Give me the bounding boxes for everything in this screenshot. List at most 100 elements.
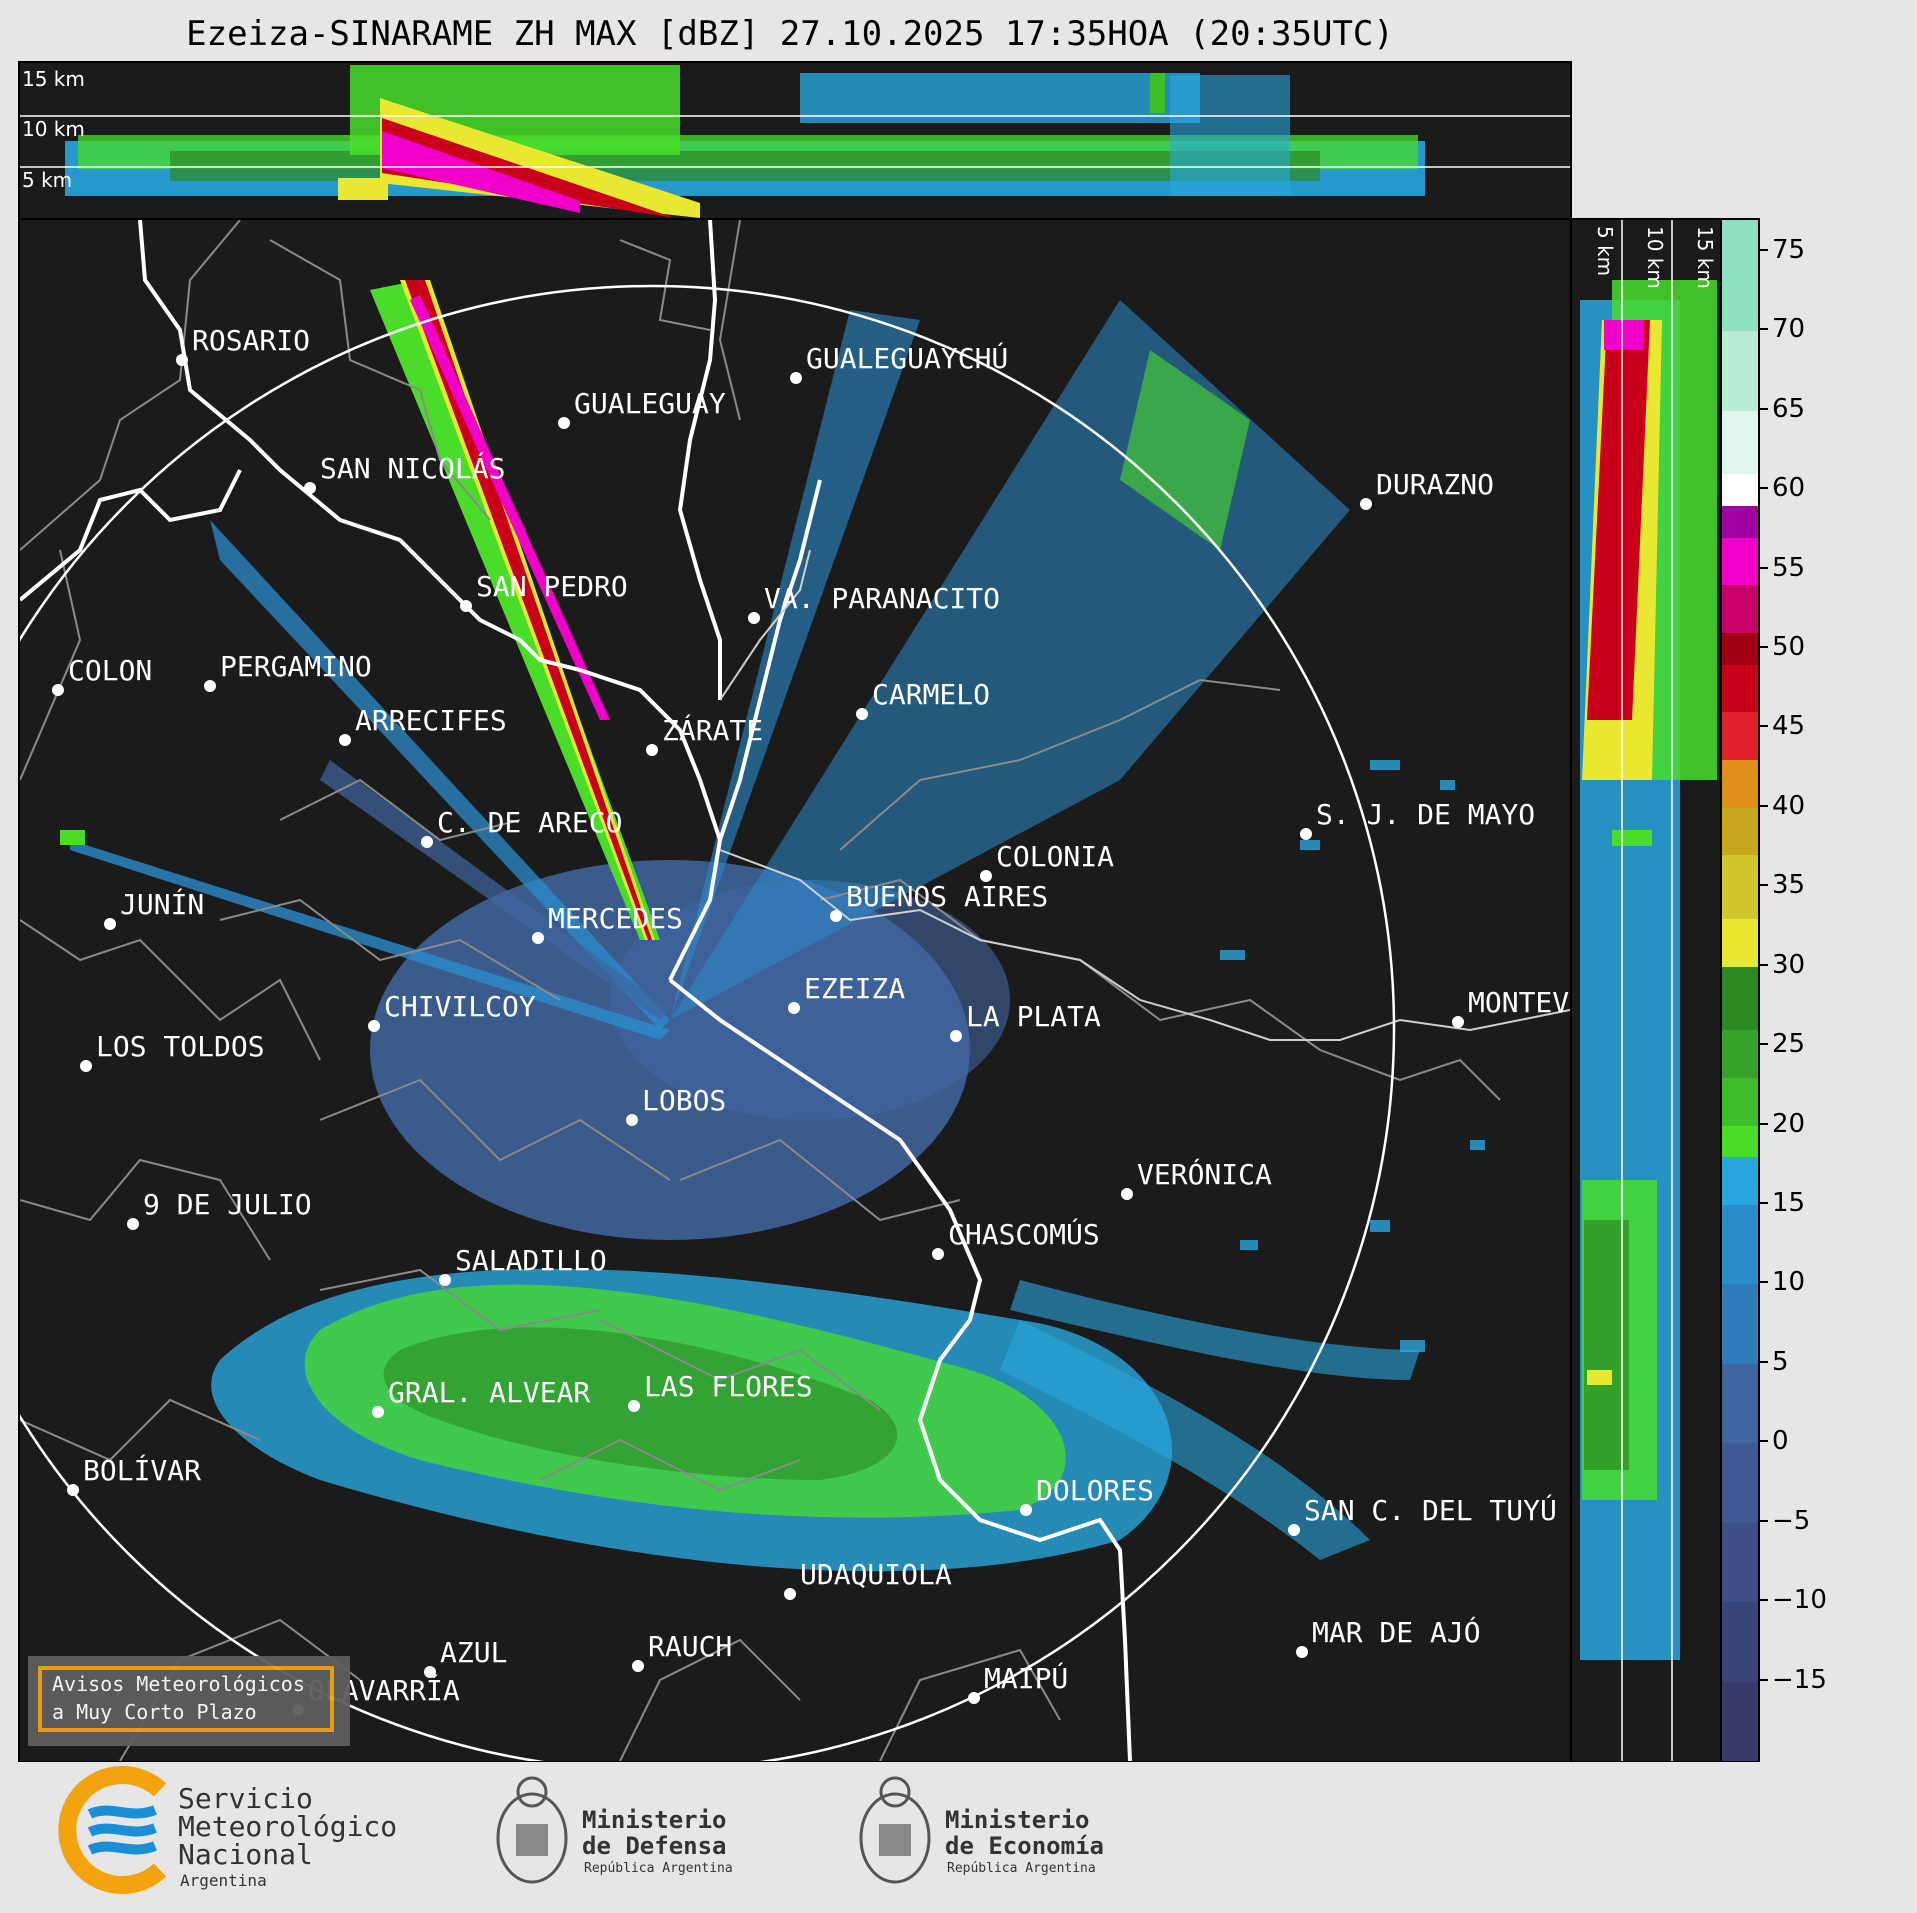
city-label-san-c-del-tuyu: SAN C. DEL TUYÚ — [1304, 1493, 1557, 1527]
city-label-s-j-de-mayo: S. J. DE MAYO — [1316, 798, 1535, 831]
city-label-san-nicolas: SAN NICOLÁS — [320, 451, 505, 485]
colorbar-tick — [1758, 1360, 1768, 1363]
colorbar-tick — [1758, 248, 1768, 251]
economia-logo: Ministerio de Economía República Argenti… — [859, 1776, 1104, 1884]
city-label-va-paranacito: VA. PARANACITO — [764, 582, 1000, 615]
city-markers: ROSARIO GUALEGUAYCHÚ GUALEGUAY SAN NICOL… — [52, 324, 1570, 1716]
colorbar-tick-label: 0 — [1772, 1426, 1789, 1457]
city-label-mar-de-ajo: MAR DE AJÓ — [1312, 1615, 1481, 1649]
side-5km-label: 5 km — [1593, 226, 1617, 276]
colorbar-segment — [1722, 712, 1758, 761]
colorbar-segment — [1722, 855, 1758, 919]
city-label-dolores: DOLORES — [1036, 1474, 1154, 1507]
top-5km-label: 5 km — [22, 168, 72, 192]
colorbar-segment — [1722, 1681, 1758, 1761]
colorbar-tick — [1758, 407, 1768, 410]
economia-line3: República Argentina — [947, 1861, 1096, 1876]
top-cross-section-svg: 15 km 10 km 5 km — [20, 65, 1570, 218]
colorbar-tick — [1758, 1201, 1768, 1204]
city-label-chivilcoy: CHIVILCOY — [384, 990, 536, 1023]
colorbar-segment — [1722, 966, 1758, 1031]
defensa-line3: República Argentina — [584, 1861, 733, 1876]
city-label-azul: AZUL — [440, 1636, 507, 1669]
economia-line2: de Economía — [945, 1832, 1104, 1860]
city-label-gualeguay: GUALEGUAY — [574, 387, 726, 420]
city-label-udaquiola: UDAQUIOLA — [800, 1558, 952, 1591]
city-label-gral-alvear: GRAL. ALVEAR — [388, 1376, 590, 1409]
city-label-lobos: LOBOS — [642, 1084, 726, 1117]
colorbar-tick — [1758, 566, 1768, 569]
colorbar-tick-label: 25 — [1772, 1029, 1806, 1060]
colorbar-segment — [1722, 1157, 1758, 1205]
colorbar-segment — [1722, 1363, 1758, 1444]
top-15km-label: 15 km — [22, 67, 85, 91]
city-label-rauch: RAUCH — [648, 1630, 732, 1663]
colorbar-tick-label: 30 — [1772, 949, 1806, 980]
radar-map-svg: ROSARIO GUALEGUAYCHÚ GUALEGUAY SAN NICOL… — [20, 220, 1570, 1761]
colorbar-tick — [1758, 1440, 1768, 1443]
defensa-line1: Ministerio — [582, 1806, 727, 1834]
colorbar-tick-label: 5 — [1772, 1346, 1789, 1377]
city-label-rosario: ROSARIO — [192, 324, 310, 357]
city-label-las-flores: LAS FLORES — [644, 1370, 813, 1403]
colorbar-segment — [1722, 1443, 1758, 1523]
city-label-durazno: DURAZNO — [1376, 468, 1494, 501]
smn-line2: Meteorológico — [178, 1810, 397, 1843]
colorbar-segment — [1722, 760, 1758, 808]
city-label-colon: COLON — [68, 654, 152, 687]
economia-line1: Ministerio — [945, 1806, 1090, 1834]
top-10km-label: 10 km — [22, 117, 85, 141]
city-label-montevideo: MONTEVIDEO — [1468, 986, 1570, 1019]
colorbar-segment — [1722, 664, 1758, 713]
city-label-c-de-areco: C. DE ARECO — [437, 806, 622, 839]
colorbar-segment — [1722, 1284, 1758, 1364]
side-cross-section-svg: 5 km 10 km 15 km — [1580, 220, 1717, 1761]
colorbar-tick — [1758, 1519, 1768, 1522]
colorbar-tick — [1758, 1599, 1768, 1602]
city-label-zarate: ZÁRATE — [662, 713, 763, 747]
colorbar-tick-label: −15 — [1772, 1664, 1827, 1695]
colorbar-tick-label: 20 — [1772, 1108, 1806, 1139]
colorbar-segment — [1722, 1030, 1758, 1078]
city-label-los-toldos: LOS TOLDOS — [96, 1030, 265, 1063]
side-cross-section-panel: 5 km 10 km 15 km — [1570, 218, 1722, 1763]
colorbar-segment — [1722, 919, 1758, 967]
dbz-colorbar — [1720, 218, 1760, 1763]
colorbar-tick — [1758, 884, 1768, 887]
colorbar-tick — [1758, 804, 1768, 807]
side-15km-label: 15 km — [1693, 226, 1717, 289]
colorbar-segment — [1722, 807, 1758, 856]
city-label-chascomus: CHASCOMÚS — [948, 1217, 1100, 1251]
colorbar-segment — [1722, 1077, 1758, 1126]
city-label-bolivar: BOLÍVAR — [83, 1453, 201, 1487]
footer: Servicio Meteorológico Nacional Argentin… — [0, 1762, 1917, 1909]
smn-line4: Argentina — [180, 1871, 267, 1890]
colorbar-tick-label: 75 — [1772, 234, 1806, 265]
warning-box-frame: Avisos Meteorológicos a Muy Corto Plazo — [38, 1666, 334, 1732]
defensa-logo: Ministerio de Defensa República Argentin… — [496, 1776, 733, 1884]
colorbar-segment — [1722, 1204, 1758, 1285]
city-label-buenos-aires: BUENOS AIRES — [846, 880, 1048, 913]
warning-box-line2: a Muy Corto Plazo — [52, 1700, 257, 1724]
colorbar-segment — [1722, 1602, 1758, 1682]
city-label-veronica: VERÓNICA — [1137, 1157, 1272, 1191]
radar-map-panel: ROSARIO GUALEGUAYCHÚ GUALEGUAY SAN NICOL… — [18, 218, 1572, 1763]
colorbar-segment — [1722, 585, 1758, 634]
warning-box[interactable]: Avisos Meteorológicos a Muy Corto Plazo — [28, 1656, 350, 1746]
smn-line3: Nacional — [178, 1838, 313, 1871]
city-label-junin: JUNÍN — [120, 887, 204, 921]
city-label-maipu: MAIPÚ — [984, 1661, 1068, 1695]
city-label-ezeiza: EZEIZA — [804, 972, 905, 1005]
colorbar-segment — [1722, 537, 1758, 586]
top-echo-profile — [65, 65, 1425, 218]
colorbar-tick-label: 10 — [1772, 1267, 1806, 1298]
smn-line1: Servicio — [178, 1782, 313, 1815]
city-label-saladillo: SALADILLO — [455, 1244, 607, 1277]
city-label-gualeguaychu: GUALEGUAYCHÚ — [806, 341, 1008, 375]
colorbar-segment — [1722, 410, 1758, 475]
admin-borders — [20, 220, 1501, 1761]
city-label-arrecifes: ARRECIFES — [355, 704, 507, 737]
colorbar-segment — [1722, 220, 1758, 332]
colorbar-tick — [1758, 1043, 1768, 1046]
colorbar-segment — [1722, 1125, 1758, 1158]
